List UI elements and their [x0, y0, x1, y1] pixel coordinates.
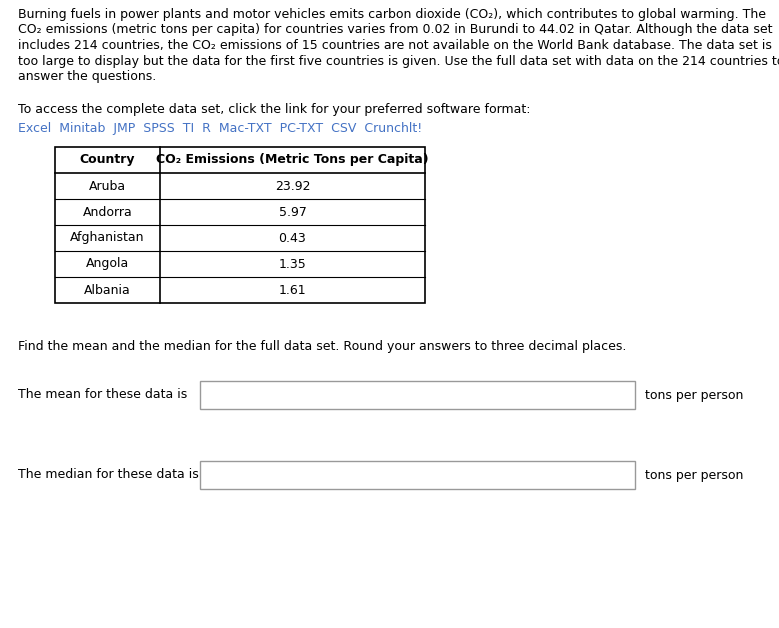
Text: Angola: Angola: [86, 257, 129, 271]
Text: The mean for these data is: The mean for these data is: [18, 389, 187, 401]
Text: Andorra: Andorra: [83, 205, 132, 219]
Text: tons per person: tons per person: [645, 389, 743, 401]
Text: Excel  Minitab  JMP  SPSS  TI  R  Mac-TXT  PC-TXT  CSV  Crunchlt!: Excel Minitab JMP SPSS TI R Mac-TXT PC-T…: [18, 122, 422, 135]
Text: includes 214 countries, the CO₂ emissions of 15 countries are not available on t: includes 214 countries, the CO₂ emission…: [18, 39, 772, 52]
Text: 1.61: 1.61: [279, 283, 306, 296]
Text: CO₂ emissions (metric tons per capita) for countries varies from 0.02 in Burundi: CO₂ emissions (metric tons per capita) f…: [18, 23, 773, 36]
Text: 0.43: 0.43: [279, 232, 306, 244]
Text: Aruba: Aruba: [89, 180, 126, 193]
Text: Afghanistan: Afghanistan: [70, 232, 145, 244]
Text: The median for these data is: The median for these data is: [18, 468, 199, 482]
Text: CO₂ Emissions (Metric Tons per Capita): CO₂ Emissions (Metric Tons per Capita): [156, 153, 428, 166]
Text: tons per person: tons per person: [645, 468, 743, 482]
Text: Country: Country: [79, 153, 136, 166]
Text: To access the complete data set, click the link for your preferred software form: To access the complete data set, click t…: [18, 103, 530, 116]
Bar: [55, 147, 425, 303]
Bar: [200, 461, 635, 489]
Text: answer the questions.: answer the questions.: [18, 70, 157, 83]
Text: 5.97: 5.97: [279, 205, 306, 219]
Text: too large to display but the data for the first five countries is given. Use the: too large to display but the data for th…: [18, 55, 779, 67]
Text: 1.35: 1.35: [279, 257, 306, 271]
Text: Albania: Albania: [84, 283, 131, 296]
Bar: [200, 381, 635, 409]
Text: 23.92: 23.92: [275, 180, 310, 193]
Text: Find the mean and the median for the full data set. Round your answers to three : Find the mean and the median for the ful…: [18, 340, 626, 353]
Text: Burning fuels in power plants and motor vehicles emits carbon dioxide (CO₂), whi: Burning fuels in power plants and motor …: [18, 8, 766, 21]
